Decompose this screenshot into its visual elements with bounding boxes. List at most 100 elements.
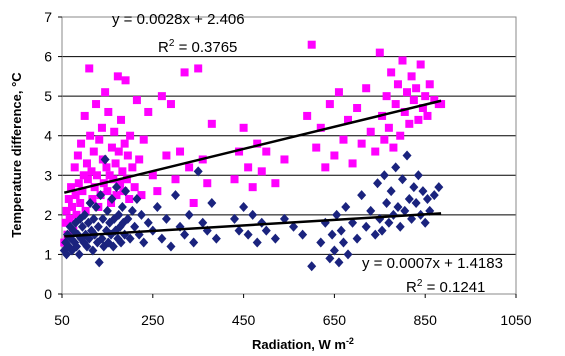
square-point [125,195,134,204]
diamond-point [332,209,342,220]
diamond-point [152,201,162,212]
y-tick-label: 6 [44,49,52,65]
square-point [185,163,194,172]
x-tick-label: 650 [323,312,347,328]
square-point [339,135,348,144]
square-point [375,48,384,57]
square-point [153,187,162,196]
diamond-point [377,225,387,236]
square-point [137,191,146,200]
square-point [86,131,95,140]
square-point [76,198,85,207]
square-point [70,163,79,172]
square-point [403,88,412,97]
diamond-point [391,162,401,173]
square-point [162,151,171,160]
diamond-point [413,170,423,181]
square-point [87,167,96,176]
square-point [132,96,141,105]
diamond-point [434,182,444,193]
diamond-point [193,166,203,177]
square-point [88,195,97,204]
diamond-point [94,257,104,268]
trendline-2 [64,212,442,238]
square-point [110,127,119,136]
diamond-point [116,237,126,248]
square-point [89,147,98,156]
y-tick-label: 3 [44,167,52,183]
square-point [203,179,212,188]
diamond-point [400,205,410,216]
square-point [407,72,416,81]
square-point [194,64,203,73]
square-point [430,96,439,105]
square-point [74,179,83,188]
diamond-point [327,229,337,240]
square-point [303,111,312,120]
square-point [82,159,91,168]
diamond-point [357,190,367,201]
square-point [171,175,180,184]
y-tick-label: 5 [44,88,52,104]
square-point [418,104,427,113]
square-point [409,96,418,105]
diamond-point [74,249,84,260]
square-point [412,84,421,93]
diamond-point [343,249,353,260]
square-point [334,88,343,97]
square-point [357,139,366,148]
square-point [117,115,126,124]
square-point [330,151,339,160]
diamond-point [198,217,208,228]
square-point [389,143,398,152]
x-tick-label: 250 [141,312,165,328]
square-point [257,167,266,176]
square-point [362,84,371,93]
square-point [423,111,432,120]
square-point [116,179,125,188]
square-point [348,159,357,168]
diamond-point [261,225,271,236]
square-point [262,147,271,156]
x-axis-label: Radiation, W m-2 [252,336,354,352]
square-point [80,111,89,120]
diamond-point [161,213,171,224]
square-point [384,123,393,132]
diamond-point [270,233,280,244]
square-point [230,175,239,184]
diamond-point [107,194,117,205]
diamond-point [316,237,326,248]
diamond-point [382,197,392,208]
trendline-1 [63,99,442,194]
diamond-point [123,213,133,224]
diamond-point [96,190,106,201]
diamond-point [366,205,376,216]
square-point [437,100,446,109]
square-point [78,187,87,196]
diamond-point [80,209,90,220]
square-point [353,104,362,113]
x-tick-label: 1050 [500,312,531,328]
diamond-point [252,237,262,248]
diamond-point [100,154,110,165]
diamond-point [239,201,249,212]
diamond-point [289,221,299,232]
diamond-point [189,237,199,248]
y-tick-label: 4 [44,128,52,144]
diamond-point [411,197,421,208]
square-point [253,139,262,148]
square-point [77,139,86,148]
square-point [371,147,380,156]
square-point [65,214,74,223]
trendline-1-r2: R2 = 0.3765 [158,38,237,56]
diamond-point [402,150,412,161]
square-point [166,100,175,109]
trendline-2-r2: R2 = 0.1241 [406,278,485,296]
diamond-point [361,221,371,232]
square-point [387,68,396,77]
diamond-point [420,217,430,228]
square-point [101,88,110,97]
diamond-point [77,221,87,232]
x-tick-label: 850 [414,312,438,328]
square-point [380,135,389,144]
